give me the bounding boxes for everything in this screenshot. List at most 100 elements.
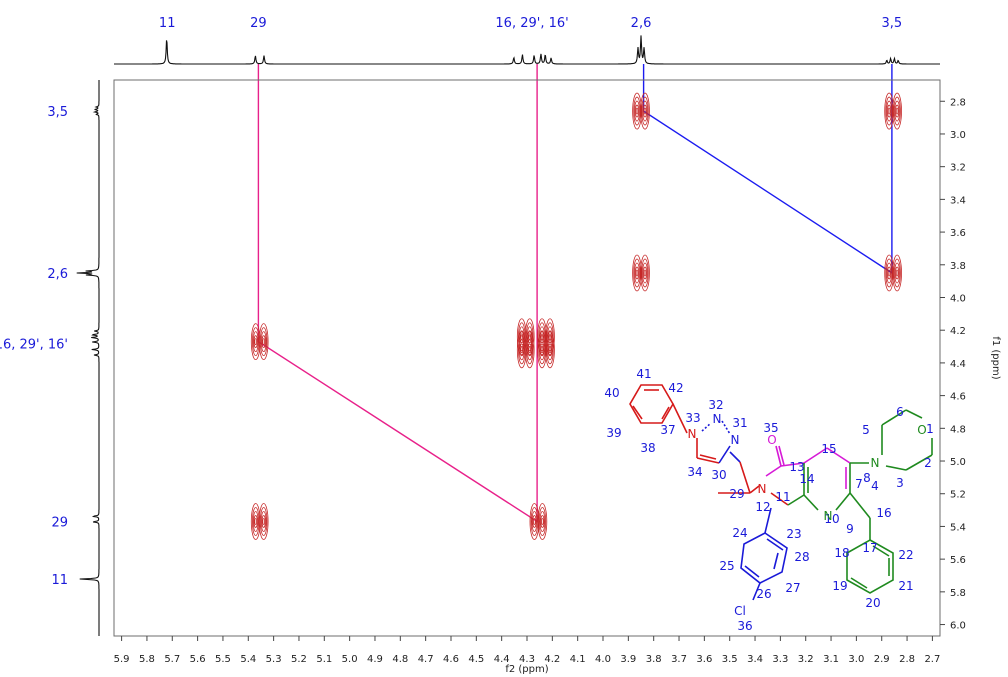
cross-peak — [250, 323, 269, 361]
atom-number-label: 7 — [855, 477, 863, 491]
left-peak-label: 3,5 — [47, 105, 68, 120]
y-tick-label: 4.8 — [950, 424, 966, 435]
x-tick-label: 5.2 — [291, 654, 307, 665]
y-tick-label: 5.6 — [950, 555, 966, 566]
x-tick-label: 4.4 — [494, 654, 510, 665]
phenyl-ring-red — [629, 384, 688, 434]
benzyl-ring — [846, 518, 894, 594]
element-symbol: N — [688, 427, 697, 441]
lactam-ring — [765, 445, 805, 506]
left-1d-spectrum — [76, 80, 100, 636]
cross-peak — [632, 92, 650, 130]
atom-number-label: 26 — [756, 587, 771, 601]
left-peak-label: 16, 29', 16' — [0, 337, 68, 352]
atom-number-label: 23 — [786, 527, 801, 541]
triazole-ring — [696, 420, 741, 464]
x-tick-label: 2.7 — [924, 654, 940, 665]
atom-number-label: 32 — [708, 398, 723, 412]
atom-number-label: 2 — [924, 456, 932, 470]
cross-peak — [529, 503, 548, 540]
atom-number-label: 17 — [862, 541, 877, 555]
y-tick-label: 5.4 — [950, 522, 966, 533]
x-tick-label: 2.8 — [899, 654, 915, 665]
morpholine-ring — [881, 409, 933, 471]
cross-peak — [516, 331, 535, 369]
x-tick-label: 5.5 — [215, 654, 231, 665]
atom-number-label: 34 — [687, 465, 702, 479]
atom-number-label: 36 — [737, 619, 752, 633]
atom-number-label: 13 — [789, 460, 804, 474]
atom-number-label: 28 — [794, 550, 809, 564]
x-tick-label: 4.5 — [468, 654, 484, 665]
element-symbol: N — [871, 456, 880, 470]
atom-number-label: 4 — [871, 479, 879, 493]
y-axis: 2.8 3.0 3.2 3.4 3.6 3.8 4.0 4.2 4.4 4.6 4.8 5.0 5.2 5… — [940, 97, 966, 632]
left-peak-label: 29 — [51, 516, 68, 531]
element-symbol: O — [767, 433, 776, 447]
y-tick-label: 5.2 — [950, 490, 966, 501]
atom-number-label: 30 — [711, 468, 726, 482]
atom-number-label: 40 — [604, 386, 619, 400]
atom-number-label: 39 — [606, 426, 621, 440]
atom-number-label: 3 — [896, 476, 904, 490]
atom-number-label: 37 — [660, 423, 675, 437]
y-tick-label: 4.6 — [950, 392, 966, 403]
y-tick-label: 5.8 — [950, 588, 966, 599]
atom-number-label: 38 — [640, 441, 655, 455]
element-symbol: N — [758, 482, 767, 496]
correlation-lines-layer — [257, 64, 893, 523]
element-symbol: N — [824, 509, 833, 523]
atom-number-label: 19 — [832, 579, 847, 593]
pyridine-ring — [803, 447, 871, 519]
x-tick-label: 4.7 — [418, 654, 434, 665]
atom-number-label: 16 — [876, 506, 891, 520]
x-axis-title: f2 (ppm) — [505, 664, 548, 675]
x-tick-label: 3.2 — [798, 654, 814, 665]
x-tick-label: 3.1 — [823, 654, 839, 665]
top-peak-label: 3,5 — [882, 16, 903, 31]
y-tick-label: 4.0 — [950, 293, 966, 304]
atom-number-label: 11 — [775, 490, 790, 504]
correlation-line-0 — [642, 64, 893, 275]
element-symbol: N — [731, 433, 740, 447]
x-tick-label: 3.6 — [696, 654, 712, 665]
x-tick-label: 5.7 — [164, 654, 180, 665]
atom-number-label: 1 — [926, 422, 934, 436]
y-tick-label: 3.8 — [950, 261, 966, 272]
chlorophenyl-ring — [740, 507, 788, 601]
x-tick-label: 3.4 — [747, 654, 763, 665]
x-tick-label: 3.8 — [646, 654, 662, 665]
atom-number-label: 33 — [685, 411, 700, 425]
cross-peaks-layer — [250, 92, 902, 540]
y-tick-label: 4.2 — [950, 326, 966, 337]
cross-peak — [884, 254, 902, 292]
atom-number-label: 25 — [719, 559, 734, 573]
x-tick-label: 4.6 — [443, 654, 459, 665]
atom-number-label: 15 — [821, 442, 836, 456]
x-tick-label: 4.2 — [544, 654, 560, 665]
top-peak-label: 16, 29', 16' — [495, 16, 568, 31]
correlation-line-1 — [257, 64, 538, 523]
atom-number-label: 42 — [668, 381, 683, 395]
top-peak-label: 2,6 — [631, 16, 652, 31]
atom-number-label: 20 — [865, 596, 880, 610]
y-tick-label: 3.4 — [950, 195, 966, 206]
x-tick-label: 5.8 — [139, 654, 155, 665]
x-tick-label: 2.9 — [874, 654, 890, 665]
left-spectrum-trace — [76, 80, 100, 636]
left-peak-label: 11 — [51, 573, 68, 588]
x-tick-label: 3.3 — [772, 654, 788, 665]
ch2-linker-29 — [718, 461, 760, 494]
atom-number-label: 21 — [898, 579, 913, 593]
x-tick-label: 4.8 — [392, 654, 408, 665]
cross-peak — [537, 331, 555, 369]
left-peak-label: 2,6 — [47, 267, 68, 282]
atom-number-label: 27 — [785, 581, 800, 595]
atom-number-label: 24 — [732, 526, 747, 540]
atom-number-label: 14 — [799, 472, 814, 486]
atom-number-label: 29 — [729, 487, 744, 501]
y-tick-label: 3.2 — [950, 163, 966, 174]
y-tick-label: 3.6 — [950, 228, 966, 239]
